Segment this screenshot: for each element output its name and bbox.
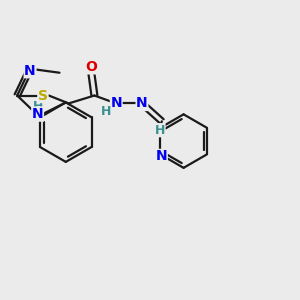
Text: H: H — [32, 100, 43, 112]
Text: S: S — [38, 88, 48, 103]
Text: H: H — [154, 124, 165, 137]
Text: N: N — [136, 96, 148, 110]
Text: H: H — [101, 105, 112, 118]
Text: O: O — [85, 60, 98, 74]
Text: N: N — [156, 149, 167, 164]
Text: N: N — [32, 107, 44, 121]
Text: N: N — [24, 64, 36, 78]
Text: N: N — [110, 96, 122, 110]
